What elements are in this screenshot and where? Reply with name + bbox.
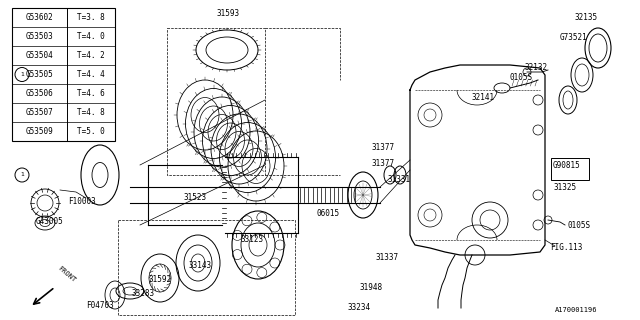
Text: 31377: 31377 [372,158,395,167]
Text: T=4. 0: T=4. 0 [77,32,105,41]
Text: G53507: G53507 [26,108,53,117]
Text: 31592: 31592 [148,276,172,284]
Text: FIG.113: FIG.113 [550,243,582,252]
Text: T=4. 2: T=4. 2 [77,51,105,60]
Text: T=4. 8: T=4. 8 [77,108,105,117]
Text: 31593: 31593 [216,9,239,18]
Text: 1: 1 [20,72,24,77]
Text: T=4. 6: T=4. 6 [77,89,105,98]
Text: G53602: G53602 [26,13,53,22]
Text: 33143: 33143 [188,260,212,269]
Text: 32141: 32141 [472,92,495,101]
Text: T=4. 4: T=4. 4 [77,70,105,79]
Text: FRONT: FRONT [57,265,77,283]
Text: G43005: G43005 [36,218,64,227]
Text: 31331: 31331 [388,175,411,185]
Text: G53503: G53503 [26,32,53,41]
Text: F10003: F10003 [68,197,96,206]
Text: F04703: F04703 [86,300,114,309]
Bar [12,8,115,141]
Text: 1: 1 [20,172,24,178]
Text: 33123: 33123 [241,236,264,244]
Text: 33234: 33234 [347,302,370,311]
Text: T=3. 8: T=3. 8 [77,13,105,22]
Text: 31325: 31325 [553,183,576,193]
Text: 0105S: 0105S [567,221,590,230]
Text: 06015: 06015 [316,209,340,218]
Text: T=5. 0: T=5. 0 [77,127,105,136]
Text: 31377: 31377 [372,143,395,153]
Text: 32135: 32135 [575,13,598,22]
Bar [551,158,589,180]
Text: G53505: G53505 [26,70,53,79]
Text: 32132: 32132 [524,62,548,71]
Text: 33283: 33283 [131,289,155,298]
Text: 31523: 31523 [184,194,207,203]
Text: G53504: G53504 [26,51,53,60]
Text: 0105S: 0105S [509,74,532,83]
Text: A170001196: A170001196 [555,307,597,313]
Text: 31948: 31948 [360,284,383,292]
Text: G90815: G90815 [553,161,580,170]
Text: G53506: G53506 [26,89,53,98]
Text: G73521: G73521 [560,33,588,42]
Text: G53509: G53509 [26,127,53,136]
Text: 31337: 31337 [376,252,399,261]
